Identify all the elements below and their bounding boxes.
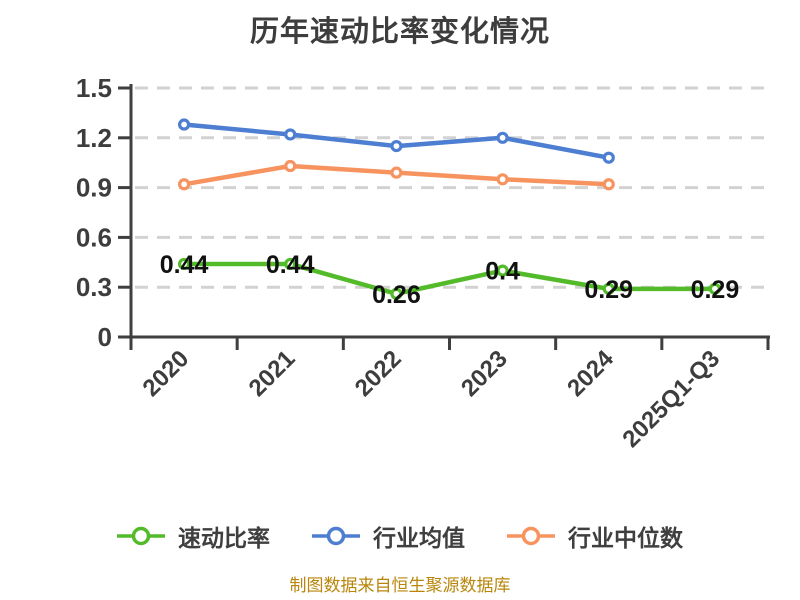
point-industry-median-2020 [177,178,191,191]
x-label-2023: 2023 [456,345,513,402]
point-industry-median-2022 [390,166,403,179]
legend-item-industry-median: 行业中位数 [507,519,683,553]
data-source-note: 制图数据来自恒生聚源数据库 [289,576,511,595]
point-label-quick-ratio-2022: 0.26 [372,281,421,309]
point-industry-average-2021 [284,128,297,141]
legend-marker-icon-quick-ratio [117,526,165,546]
point-label-quick-ratio-2021: 0.44 [266,251,315,279]
point-industry-median-2023 [496,173,509,186]
x-label-2020: 2020 [137,345,194,402]
point-industry-average-2024 [602,151,615,164]
legend-label-industry-median: 行业中位数 [568,525,683,551]
point-label-quick-ratio-2025Q1-Q3: 0.29 [691,276,740,304]
y-tick-label-0: 0 [98,322,112,352]
legend-item-quick-ratio: 速动比率 [117,519,270,553]
point-label-quick-ratio-2023: 0.4 [485,258,520,286]
point-industry-average-2020 [177,118,191,131]
y-tick-label-1.2: 1.2 [76,123,112,153]
legend-label-quick-ratio: 速动比率 [178,525,270,551]
legend: 速动比率 行业均值 行业中位数 [0,518,800,554]
series-line-quick-ratio [181,261,718,297]
point-quick-ratio-2021 [284,257,297,271]
point-quick-ratio-2022 [390,287,403,300]
x-label-2022: 2022 [350,345,407,402]
point-industry-average-2022 [390,140,403,153]
point-quick-ratio-2023 [496,264,509,277]
x-label-2025Q1-Q3: 2025Q1-Q3 [617,345,725,453]
x-label-2021: 2021 [244,345,301,402]
y-tick-label-0.9: 0.9 [76,173,112,203]
legend-marker-icon-industry-median [507,526,555,546]
point-label-quick-ratio-2020: 0.44 [160,251,209,279]
point-quick-ratio-2020 [177,257,191,271]
legend-marker-icon-industry-average [312,526,360,546]
y-tick-label-0.3: 0.3 [76,272,112,302]
y-tick-label-1.5: 1.5 [76,73,112,103]
legend-item-industry-average: 行业均值 [312,519,465,553]
point-industry-median-2024 [602,178,615,191]
legend-label-industry-average: 行业均值 [373,525,465,551]
point-industry-average-2023 [496,131,509,144]
point-quick-ratio-2024 [602,282,615,295]
chart-title: 历年速动比率变化情况 [249,16,550,48]
point-quick-ratio-2025Q1-Q3 [708,282,722,295]
plot-area: 0 0.3 0.6 0.9 1.2 1.5 2020 2021 2022 2023 20242025… [76,73,770,453]
y-tick-label-0.6: 0.6 [76,222,112,252]
point-industry-median-2021 [284,159,297,173]
point-label-quick-ratio-2024: 0.29 [584,276,633,304]
x-label-2024: 2024 [562,345,619,402]
